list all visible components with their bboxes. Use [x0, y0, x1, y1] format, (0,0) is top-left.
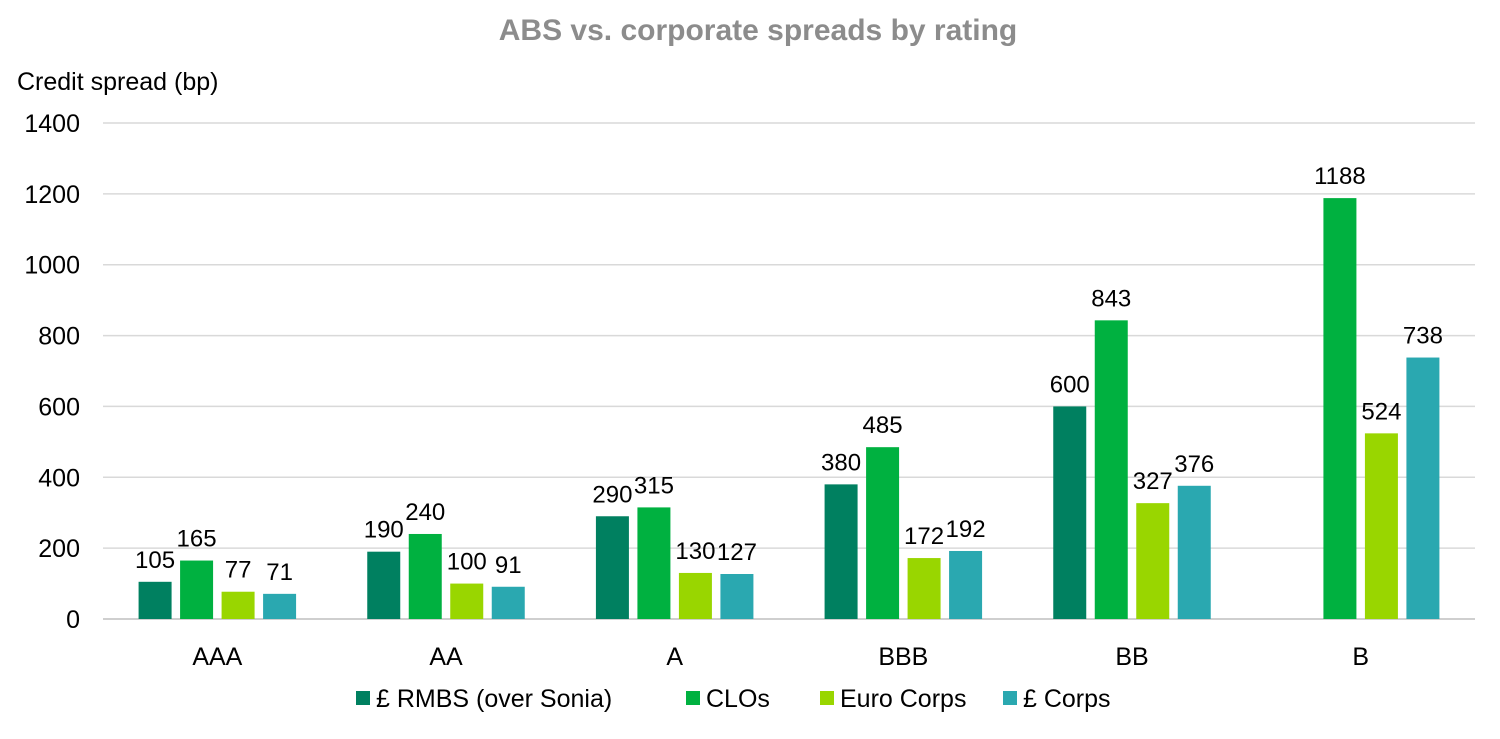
data-label: 71 [266, 559, 293, 586]
bar-bb-series-3 [1177, 485, 1211, 619]
bar-a-series-2 [678, 572, 712, 619]
bar-bbb-series-3 [949, 550, 983, 619]
data-label: 315 [634, 472, 674, 499]
y-tick-label: 600 [38, 393, 80, 421]
legend-swatch [686, 691, 700, 705]
x-axis-categories: AAA AA A BBB BB B [192, 643, 1369, 671]
bar-aa-series-1 [408, 533, 442, 619]
y-axis-label: Credit spread (bp) [17, 68, 218, 96]
bar-aaa-series-0 [138, 581, 172, 619]
chart-title: ABS vs. corporate spreads by rating [499, 14, 1018, 47]
data-label: 1188 [1314, 163, 1366, 190]
bars [138, 198, 1440, 619]
data-label: 327 [1133, 468, 1173, 495]
bar-b-series-3 [1406, 357, 1440, 619]
y-tick-label: 0 [66, 606, 80, 634]
legend-label: £ RMBS (over Sonia) [376, 685, 612, 713]
bar-a-series-1 [637, 507, 671, 619]
data-label: 600 [1050, 371, 1090, 398]
data-label: 130 [675, 538, 715, 565]
data-label: 843 [1091, 285, 1131, 312]
legend-swatch [820, 691, 834, 705]
y-tick-label: 200 [38, 535, 80, 563]
legend: £ RMBS (over Sonia) CLOs Euro Corps £ Corps [356, 685, 1111, 713]
bar-aa-series-0 [367, 551, 401, 619]
bar-bb-series-2 [1136, 503, 1170, 619]
data-label: 380 [821, 449, 861, 476]
y-axis-ticks: 0 200 400 600 800 1000 1200 1400 [24, 110, 80, 634]
x-category-label: BBB [878, 643, 928, 671]
data-label: 172 [904, 523, 944, 550]
bar-aa-series-2 [450, 583, 484, 619]
data-label: 165 [177, 526, 217, 553]
bar-bbb-series-1 [866, 447, 900, 619]
data-label: 240 [405, 499, 445, 526]
legend-label: £ Corps [1023, 685, 1111, 713]
bar-bb-series-0 [1053, 406, 1087, 619]
x-category-label: AA [429, 643, 463, 671]
data-label: 192 [946, 516, 986, 543]
bar-bbb-series-2 [907, 558, 941, 619]
bar-bbb-series-0 [824, 484, 858, 619]
data-label: 105 [135, 547, 175, 574]
data-label: 91 [495, 552, 522, 579]
data-label: 77 [225, 557, 252, 584]
data-label: 738 [1403, 323, 1443, 350]
bar-bb-series-1 [1094, 320, 1128, 619]
bar-aaa-series-3 [263, 593, 297, 619]
y-tick-label: 400 [38, 464, 80, 492]
data-label: 524 [1361, 398, 1401, 425]
data-label: 100 [447, 549, 487, 576]
bar-b-series-2 [1364, 433, 1398, 619]
x-category-label: AAA [192, 643, 242, 671]
y-tick-label: 1000 [24, 252, 80, 280]
data-label: 485 [863, 412, 903, 439]
y-tick-label: 800 [38, 323, 80, 351]
legend-swatch [1003, 691, 1017, 705]
bar-aaa-series-1 [180, 560, 214, 619]
data-label: 190 [364, 517, 404, 544]
bar-aaa-series-2 [221, 591, 255, 619]
legend-label: Euro Corps [840, 685, 966, 713]
bar-a-series-3 [720, 574, 754, 619]
y-tick-label: 1200 [24, 181, 80, 209]
legend-label: CLOs [706, 685, 770, 713]
gridlines [103, 122, 1475, 620]
legend-swatch [356, 691, 370, 705]
bar-a-series-0 [595, 516, 629, 619]
bar-aa-series-3 [491, 586, 525, 619]
data-label: 290 [592, 481, 632, 508]
data-label: 376 [1174, 451, 1214, 478]
x-category-label: A [666, 643, 683, 671]
x-category-label: B [1352, 643, 1369, 671]
bar-b-series-1 [1323, 198, 1357, 619]
x-category-label: BB [1115, 643, 1148, 671]
y-tick-label: 1400 [24, 110, 80, 138]
data-label: 127 [717, 539, 757, 566]
